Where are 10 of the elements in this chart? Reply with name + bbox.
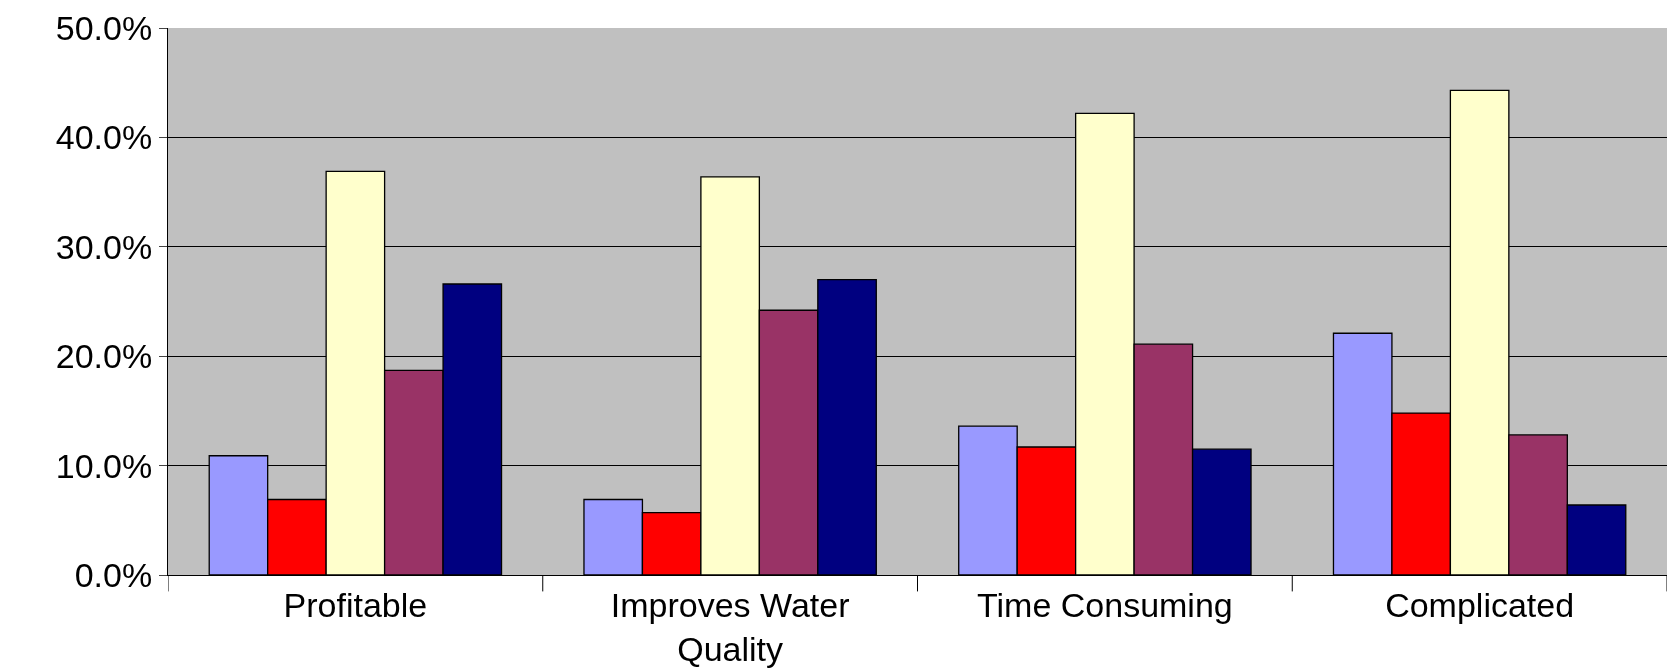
x-tick-label: Profitable: [283, 585, 428, 624]
y-tick-label: 50.0%: [55, 8, 153, 47]
y-tick-label: 40.0%: [55, 118, 153, 157]
y-tick-label: 10.0%: [55, 446, 153, 485]
y-tick-label: 30.0%: [55, 227, 153, 266]
x-tick-label: Time Consuming: [977, 585, 1233, 624]
x-tick-label: Complicated: [1385, 585, 1575, 624]
x-tick-label: Improves Water Quality: [610, 585, 850, 668]
y-tick-label: 0.0%: [74, 555, 153, 594]
y-tick-label: 20.0%: [55, 337, 153, 376]
